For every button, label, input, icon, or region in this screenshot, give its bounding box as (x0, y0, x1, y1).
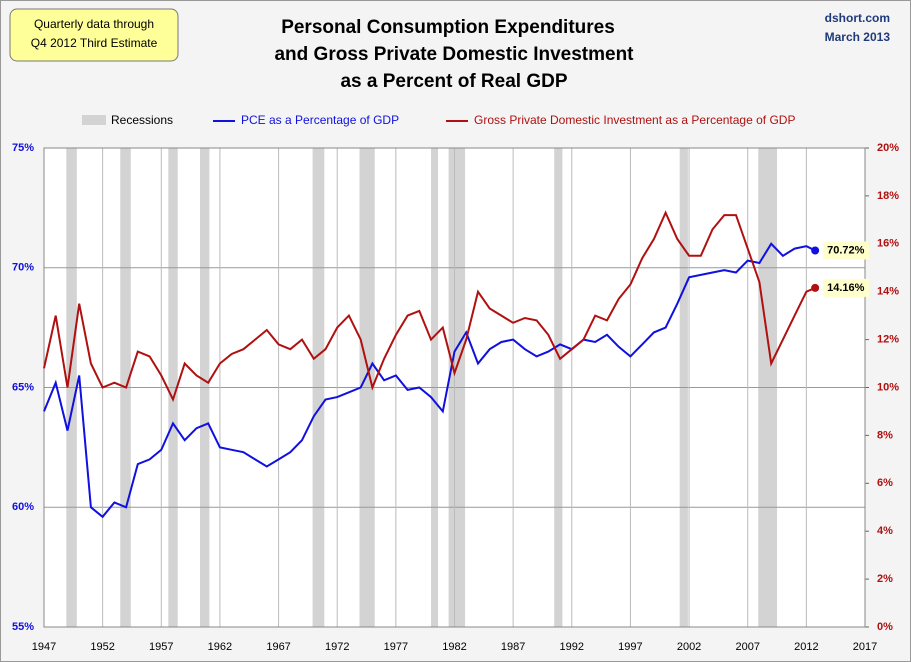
chart-title: Personal Consumption Expenditures (281, 17, 615, 38)
x-tick-label: 1967 (266, 641, 290, 653)
x-tick-label: 1962 (208, 641, 232, 653)
label-box (823, 278, 870, 297)
legend-label: Recessions (111, 113, 173, 127)
x-tick-label: 1952 (90, 641, 114, 653)
x-tick-label: 1977 (384, 641, 408, 653)
y2-tick-label: 0% (877, 621, 893, 633)
y2-tick-label: 6% (877, 477, 893, 489)
chart-title: and Gross Private Domestic Investment (274, 44, 634, 65)
x-tick-label: 2002 (677, 641, 701, 653)
x-tick-label: 2012 (794, 641, 818, 653)
y2-tick-label: 18% (877, 190, 899, 202)
series-line (43, 210, 816, 403)
chart-title: as a Percent of Real GDP (340, 71, 567, 92)
y2-tick-label: 4% (877, 525, 893, 537)
y2-tick-label: 20% (877, 142, 899, 154)
x-tick-label: 1982 (442, 641, 466, 653)
y2-tick-label: 2% (877, 573, 893, 585)
y-tick-label: 65% (12, 381, 34, 393)
x-tick-label: 1987 (501, 641, 525, 653)
legend-swatch (82, 115, 106, 125)
x-tick-label: 1947 (32, 641, 56, 653)
note: Q4 2012 Third Estimate (31, 36, 158, 50)
y-tick-label: 75% (12, 142, 34, 154)
x-tick-label: 1957 (149, 641, 173, 653)
data-label: 14.16% (827, 282, 865, 294)
x-tick-label: 1972 (325, 641, 349, 653)
x-tick-label: 2007 (735, 641, 759, 653)
series-line (43, 242, 816, 519)
legend-label: PCE as a Percentage of GDP (241, 113, 399, 127)
note: Quarterly data through (34, 17, 154, 31)
y2-tick-label: 8% (877, 429, 893, 441)
plot-border (43, 147, 866, 628)
x-tick-label: 1992 (560, 641, 584, 653)
y2-tick-label: 12% (877, 334, 899, 346)
end-point (811, 246, 820, 255)
end-point (811, 283, 820, 292)
y2-tick-label: 16% (877, 238, 899, 250)
y-tick-label: 55% (12, 621, 34, 633)
y2-tick-label: 10% (877, 381, 899, 393)
label-box (823, 241, 870, 260)
y-tick-label: 70% (12, 262, 34, 274)
source: March 2013 (825, 30, 891, 44)
source: dshort.com (825, 11, 890, 25)
legend-label: Gross Private Domestic Investment as a P… (474, 113, 795, 127)
data-label: 70.72% (827, 244, 865, 256)
y2-tick-label: 14% (877, 286, 899, 298)
x-tick-label: 2017 (853, 641, 877, 653)
y-tick-label: 60% (12, 501, 34, 513)
x-tick-label: 1997 (618, 641, 642, 653)
note-box (9, 8, 179, 62)
